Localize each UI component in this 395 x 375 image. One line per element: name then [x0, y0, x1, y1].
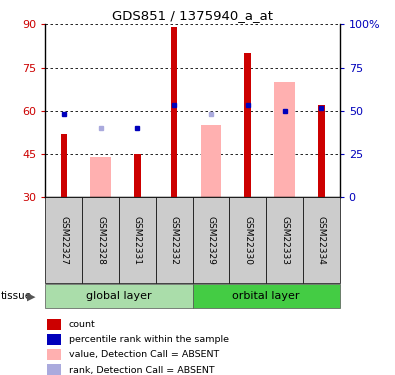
Bar — [90, 157, 111, 197]
Text: global layer: global layer — [86, 291, 152, 301]
Bar — [318, 105, 325, 197]
Bar — [45, 197, 82, 283]
Bar — [82, 197, 119, 283]
Bar — [134, 154, 141, 197]
Bar — [266, 197, 303, 283]
Text: value, Detection Call = ABSENT: value, Detection Call = ABSENT — [69, 350, 219, 359]
Title: GDS851 / 1375940_a_at: GDS851 / 1375940_a_at — [112, 9, 273, 22]
Bar — [60, 134, 67, 197]
Text: percentile rank within the sample: percentile rank within the sample — [69, 335, 229, 344]
Text: GSM22329: GSM22329 — [207, 216, 215, 264]
Bar — [47, 364, 61, 375]
Text: orbital layer: orbital layer — [232, 291, 300, 301]
Bar — [201, 125, 221, 197]
Bar — [245, 53, 251, 197]
Text: GSM22327: GSM22327 — [59, 216, 68, 264]
Text: GSM22333: GSM22333 — [280, 216, 289, 264]
Text: ▶: ▶ — [27, 291, 36, 301]
Bar — [45, 284, 193, 308]
Text: GSM22334: GSM22334 — [317, 216, 326, 264]
Text: count: count — [69, 320, 95, 329]
Text: tissue: tissue — [1, 291, 32, 301]
Bar — [303, 197, 340, 283]
Text: GSM22328: GSM22328 — [96, 216, 105, 264]
Bar — [193, 284, 340, 308]
Bar — [47, 349, 61, 360]
Bar — [47, 319, 61, 330]
Bar — [171, 27, 177, 197]
Bar — [275, 82, 295, 197]
Text: GSM22330: GSM22330 — [243, 216, 252, 264]
Text: GSM22331: GSM22331 — [133, 216, 142, 264]
Bar — [193, 197, 229, 283]
Text: GSM22332: GSM22332 — [170, 216, 179, 264]
Bar — [156, 197, 193, 283]
Bar — [119, 197, 156, 283]
Bar — [229, 197, 266, 283]
Text: rank, Detection Call = ABSENT: rank, Detection Call = ABSENT — [69, 366, 214, 375]
Bar — [47, 334, 61, 345]
